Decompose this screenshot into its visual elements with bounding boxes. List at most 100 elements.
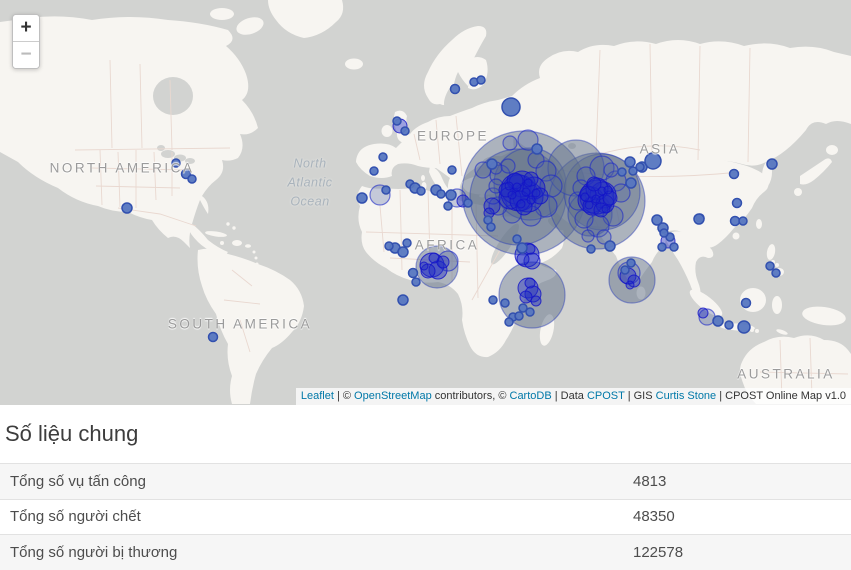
attack-bubble[interactable]: [476, 75, 486, 85]
attack-bubble[interactable]: [625, 280, 635, 290]
zoom-out-button[interactable]: −: [13, 41, 39, 68]
zoom-in-button[interactable]: +: [13, 15, 39, 41]
attack-bubble[interactable]: [400, 126, 410, 136]
attack-bubble[interactable]: [657, 242, 667, 252]
attack-bubble[interactable]: [356, 192, 368, 204]
attack-bubble[interactable]: [392, 116, 402, 126]
attack-bubble[interactable]: [483, 197, 501, 215]
attack-bubble[interactable]: [519, 290, 533, 304]
attack-bubble[interactable]: [507, 190, 517, 200]
attack-bubble[interactable]: [500, 158, 516, 174]
attack-bubble[interactable]: [402, 238, 412, 248]
attack-bubble[interactable]: [580, 192, 590, 202]
attack-bubble[interactable]: [693, 213, 705, 225]
attack-bubble[interactable]: [591, 194, 601, 204]
attack-bubble[interactable]: [436, 189, 446, 199]
attack-bubble[interactable]: [766, 158, 778, 170]
attack-bubble[interactable]: [596, 229, 612, 245]
attack-bubble[interactable]: [635, 162, 645, 172]
attack-bubble[interactable]: [502, 135, 518, 151]
attack-bubble[interactable]: [504, 317, 514, 327]
attack-bubble[interactable]: [617, 167, 627, 177]
attack-bubble[interactable]: [447, 165, 457, 175]
attack-bubble[interactable]: [728, 168, 740, 180]
attack-bubble[interactable]: [765, 261, 775, 271]
attack-bubble[interactable]: [449, 83, 461, 95]
attack-bubble[interactable]: [512, 182, 522, 192]
attack-bubble[interactable]: [486, 158, 498, 170]
attack-bubble[interactable]: [603, 185, 613, 195]
attack-bubble[interactable]: [500, 298, 510, 308]
attack-bubble[interactable]: [521, 187, 531, 197]
attack-bubbles-layer[interactable]: [121, 75, 781, 343]
attack-bubble[interactable]: [604, 240, 616, 252]
attack-bubble[interactable]: [524, 277, 536, 289]
attack-bubble[interactable]: [601, 204, 611, 214]
attack-bubble[interactable]: [518, 303, 528, 313]
attack-bubble[interactable]: [535, 160, 557, 182]
attack-bubble[interactable]: [586, 244, 596, 254]
attack-bubble[interactable]: [724, 320, 734, 330]
attack-bubble[interactable]: [416, 186, 426, 196]
attack-bubble[interactable]: [516, 242, 528, 254]
attack-bubble[interactable]: [539, 174, 563, 198]
attack-bubble[interactable]: [737, 320, 751, 334]
attack-bubble[interactable]: [207, 331, 219, 343]
attack-bubble[interactable]: [384, 241, 394, 251]
attack-bubble[interactable]: [463, 198, 473, 208]
attack-bubble[interactable]: [651, 214, 663, 226]
attack-bubble[interactable]: [407, 267, 419, 279]
attack-bubble[interactable]: [531, 188, 541, 198]
attack-bubble[interactable]: [523, 252, 541, 270]
attack-bubble[interactable]: [593, 202, 609, 218]
attack-bubble[interactable]: [531, 143, 543, 155]
attack-bubble[interactable]: [378, 152, 388, 162]
attack-bubble[interactable]: [419, 261, 429, 271]
attack-bubble[interactable]: [486, 222, 496, 232]
attribution-link[interactable]: Curtis Stone: [655, 390, 717, 402]
attack-bubble[interactable]: [187, 174, 197, 184]
attack-bubble[interactable]: [445, 189, 457, 201]
attack-bubble[interactable]: [526, 195, 536, 205]
attack-bubble[interactable]: [697, 307, 709, 319]
attack-bubble[interactable]: [443, 201, 453, 211]
attack-bubble[interactable]: [397, 294, 409, 306]
attack-bubble[interactable]: [411, 277, 421, 287]
attack-bubble[interactable]: [628, 166, 638, 176]
attribution-link[interactable]: CPOST: [586, 390, 625, 402]
attack-bubble[interactable]: [586, 176, 602, 192]
attack-bubble[interactable]: [740, 297, 752, 309]
attack-bubble[interactable]: [524, 285, 542, 303]
attack-bubble[interactable]: [581, 229, 595, 243]
attack-bubble[interactable]: [488, 295, 498, 305]
attack-bubble[interactable]: [516, 252, 530, 266]
attack-bubble[interactable]: [731, 197, 743, 209]
zoom-control[interactable]: + −: [12, 14, 40, 69]
attack-bubble[interactable]: [771, 268, 781, 278]
attack-bubble[interactable]: [712, 315, 724, 327]
attack-bubble[interactable]: [525, 307, 535, 317]
attack-bubble[interactable]: [381, 185, 391, 195]
attack-bubble[interactable]: [514, 311, 524, 321]
attack-bubble[interactable]: [523, 178, 533, 188]
attack-bubble[interactable]: [584, 200, 594, 210]
attack-bubble[interactable]: [397, 246, 409, 258]
attack-bubble[interactable]: [516, 199, 526, 209]
attack-bubble[interactable]: [626, 258, 636, 268]
attribution-link[interactable]: CartoDB: [509, 390, 552, 402]
attack-bubble[interactable]: [644, 152, 662, 170]
attribution-link[interactable]: OpenStreetMap: [354, 390, 432, 402]
attack-bubble[interactable]: [369, 166, 379, 176]
attack-bubble[interactable]: [625, 177, 637, 189]
attack-bubble[interactable]: [512, 234, 522, 244]
attack-bubble[interactable]: [603, 162, 619, 178]
attack-bubble[interactable]: [428, 252, 440, 264]
attack-bubble[interactable]: [602, 190, 618, 206]
attack-bubble[interactable]: [501, 97, 521, 117]
attack-bubble[interactable]: [171, 158, 181, 168]
attack-bubble[interactable]: [669, 242, 679, 252]
attack-bubble[interactable]: [738, 216, 748, 226]
attribution-link[interactable]: Leaflet: [300, 390, 334, 402]
attack-bubble[interactable]: [620, 265, 630, 275]
attack-bubble[interactable]: [729, 215, 741, 227]
